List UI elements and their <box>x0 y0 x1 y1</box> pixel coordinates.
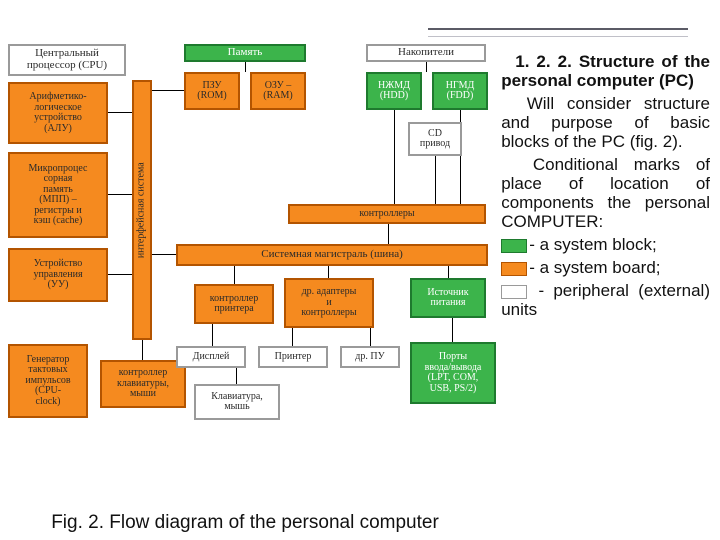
connector-line <box>448 266 449 278</box>
box-ports: Порты ввода/вывода (LPT, COM, USB, PS/2) <box>410 342 496 404</box>
box-ifsys: интерфейсная система <box>132 80 152 340</box>
box-fdd: НГМД (FDD) <box>432 72 488 110</box>
heading-number: 1. 2. 2. <box>515 52 572 71</box>
connector-line <box>426 62 427 72</box>
connector-line <box>108 274 132 275</box>
connector-line <box>435 156 436 204</box>
connector-line <box>328 266 329 278</box>
legend-orange: - a system board; <box>501 258 710 277</box>
box-kbdctl: контроллер клавиатуры, мыши <box>100 360 186 408</box>
connector-line <box>370 328 371 346</box>
legend-green: - a system block; <box>501 235 710 254</box>
box-uu: Устройство управления (УУ) <box>8 248 108 302</box>
box-display: Дисплей <box>176 346 246 368</box>
connector-line <box>234 266 235 284</box>
connector-line <box>452 318 453 342</box>
box-ctrls1: контроллеры <box>288 204 486 224</box>
heading: 1. 2. 2. Structure of the personal compu… <box>501 52 710 90</box>
box-kbdmouse: Клавиатура, мышь <box>194 384 280 420</box>
box-ram: ОЗУ – (RAM) <box>250 72 306 110</box>
box-bus: Системная магистраль (шина) <box>176 244 488 266</box>
box-stor: Накопители <box>366 44 486 62</box>
connector-line <box>394 110 395 204</box>
connector-line <box>292 328 293 346</box>
figure-caption: Fig. 2. Flow diagram of the personal com… <box>0 512 490 534</box>
connector-line <box>108 112 132 113</box>
box-label: интерфейсная система <box>137 162 148 258</box>
box-mem: Память <box>184 44 306 62</box>
text-column: 1. 2. 2. Structure of the personal compu… <box>497 44 720 540</box>
box-alu: Арифметико- логическое устройство (АЛУ) <box>8 82 108 144</box>
legend-white: - peripheral (external) units <box>501 281 710 319</box>
legend-swatch-green <box>501 239 527 253</box>
box-hdd: НЖМД (HDD) <box>366 72 422 110</box>
page: Fig. 2. Flow diagram of the personal com… <box>0 0 720 540</box>
legend-swatch-white <box>501 285 527 299</box>
paragraph-1: Will consider structure and purpose of b… <box>501 94 710 151</box>
box-printer: Принтер <box>258 346 328 368</box>
box-mpp: Микропроцес сорная память (МПП) – регист… <box>8 152 108 238</box>
legend-swatch-orange <box>501 262 527 276</box>
box-adapters: др. адаптеры и контроллеры <box>284 278 374 328</box>
box-prnctl: контроллер принтера <box>194 284 274 324</box>
connector-line <box>245 62 246 72</box>
box-cpu: Центральный процессор (CPU) <box>8 44 126 76</box>
connector-line <box>152 254 176 255</box>
connector-line <box>236 368 237 384</box>
box-psu: Источник питания <box>410 278 486 318</box>
diagram-area: Fig. 2. Flow diagram of the personal com… <box>0 44 497 540</box>
box-clock: Генератор тактовых импульсов (CPU- clock… <box>8 344 88 418</box>
connector-line <box>152 90 184 91</box>
header-rule <box>428 28 688 37</box>
connector-line <box>212 324 213 346</box>
connector-line <box>142 340 143 360</box>
box-otherpu: др. ПУ <box>340 346 400 368</box>
paragraph-2: Conditional marks of place of location o… <box>501 155 710 231</box>
box-cd: CD привод <box>408 122 462 156</box>
connector-line <box>388 224 389 244</box>
box-rom: ПЗУ (ROM) <box>184 72 240 110</box>
connector-line <box>108 194 132 195</box>
